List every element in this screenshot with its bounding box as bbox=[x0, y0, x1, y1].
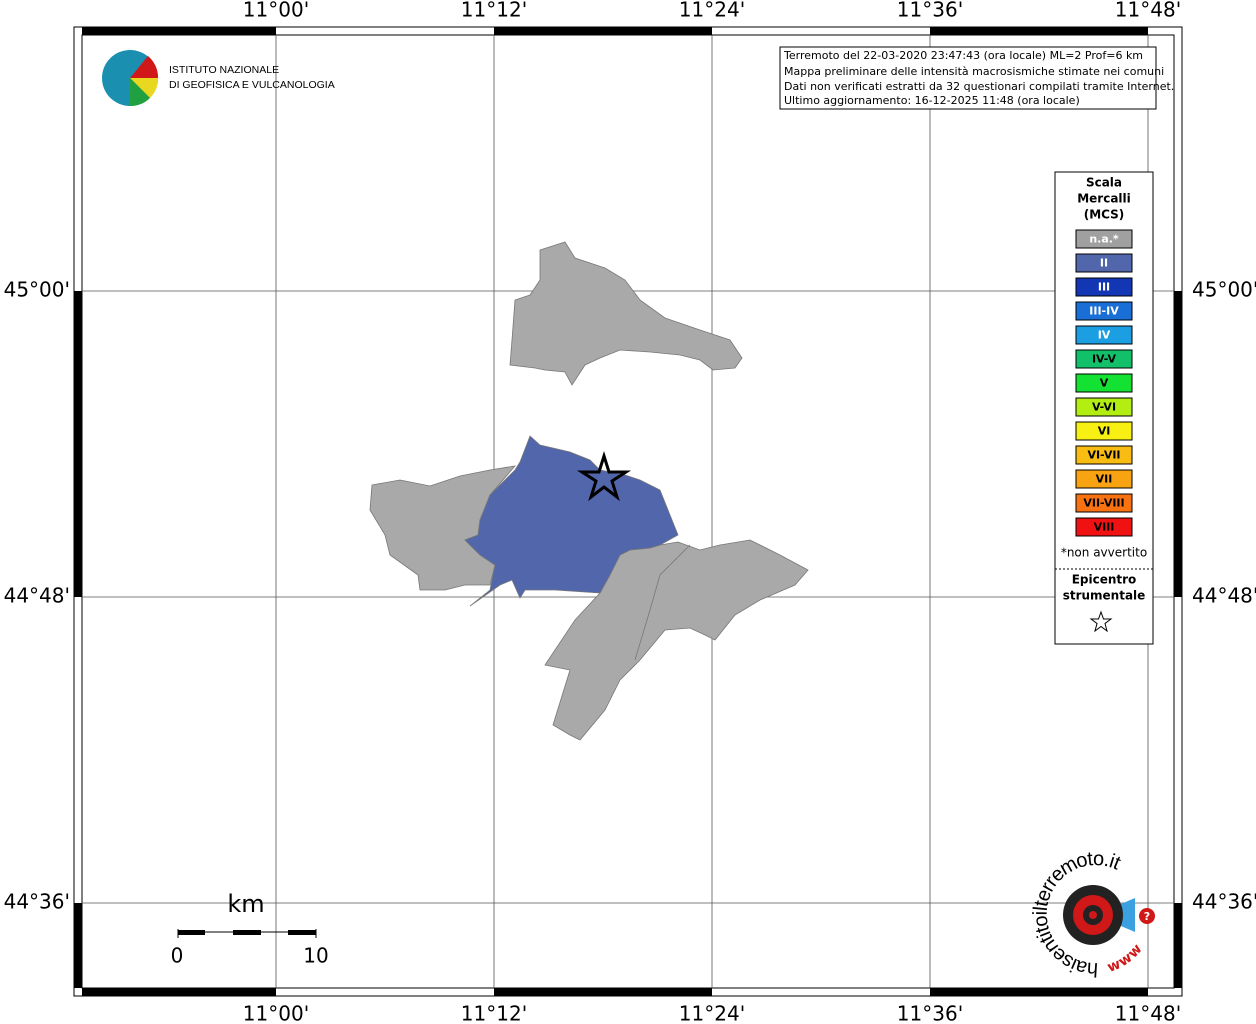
lat-label: 44°36' bbox=[4, 890, 70, 914]
border-band bbox=[82, 27, 276, 35]
scale-label: 0 bbox=[171, 944, 184, 968]
legend-swatch bbox=[1075, 373, 1133, 393]
scale-segment bbox=[178, 930, 205, 935]
lat-label: 44°48' bbox=[4, 584, 70, 608]
legend-title: Mercalli bbox=[1077, 192, 1131, 206]
legend-swatch bbox=[1075, 517, 1133, 537]
border-band bbox=[494, 27, 712, 35]
lon-label: 11°24' bbox=[679, 1002, 745, 1024]
lon-label: 11°00' bbox=[243, 0, 309, 22]
lon-label: 11°36' bbox=[897, 1002, 963, 1024]
border-band bbox=[82, 988, 276, 996]
logo-wedge bbox=[130, 78, 150, 107]
border-band bbox=[74, 903, 82, 988]
legend-swatch bbox=[1075, 445, 1133, 465]
border-band bbox=[1174, 291, 1182, 597]
legend-label: VII-VIII bbox=[1083, 497, 1124, 510]
lon-label: 11°48' bbox=[1115, 0, 1181, 22]
border-band bbox=[930, 988, 1148, 996]
lat-label: 45°00' bbox=[1192, 278, 1256, 302]
logo-text: ISTITUTO NAZIONALE bbox=[169, 64, 279, 76]
legend-star bbox=[1089, 610, 1113, 633]
legend-swatch bbox=[1075, 229, 1133, 249]
lat-label: 44°48' bbox=[1192, 584, 1256, 608]
lon-label: 11°24' bbox=[679, 0, 745, 22]
logo-text: DI GEOFISICA E VULCANOLOGIA bbox=[169, 79, 335, 91]
legend-label: IV-V bbox=[1092, 353, 1117, 366]
ingv-logo: ISTITUTO NAZIONALE DI GEOFISICA E VULCAN… bbox=[102, 50, 335, 107]
municipality-intensity bbox=[464, 435, 679, 607]
legend-label: IV bbox=[1098, 329, 1111, 342]
info-line: Ultimo aggiornamento: 16-12-2025 11:48 (… bbox=[784, 94, 1080, 107]
municipality-border bbox=[634, 544, 691, 661]
border-band bbox=[1174, 903, 1182, 988]
legend-label: VII bbox=[1096, 473, 1113, 486]
scale-label: 10 bbox=[303, 944, 328, 968]
legend-epicenter: Epicentro bbox=[1072, 573, 1137, 587]
scale-bar: km 0 10 bbox=[171, 890, 329, 968]
lon-label: 11°12' bbox=[461, 1002, 527, 1024]
lon-label: 11°00' bbox=[243, 1002, 309, 1024]
legend-label: V-VI bbox=[1092, 401, 1116, 414]
municipality bbox=[509, 241, 743, 386]
info-line: Dati non verificati estratti da 32 quest… bbox=[784, 80, 1174, 93]
border-band bbox=[494, 988, 712, 996]
logo-wedge bbox=[130, 56, 159, 78]
legend-label: VIII bbox=[1094, 521, 1115, 534]
legend-swatch bbox=[1075, 493, 1133, 513]
legend-swatch bbox=[1075, 253, 1133, 273]
legend-label: III-IV bbox=[1089, 305, 1119, 318]
legend-swatch bbox=[1075, 325, 1133, 345]
site-logo-badge-text: ? bbox=[1144, 910, 1150, 923]
lat-label: 45°00' bbox=[4, 278, 70, 302]
info-box-frame bbox=[779, 46, 1157, 110]
lat-label: 44°36' bbox=[1192, 890, 1256, 914]
site-logo-ring bbox=[1089, 911, 1097, 919]
scale-segment bbox=[233, 930, 261, 935]
legend-label: n.a.* bbox=[1089, 233, 1119, 246]
border-band bbox=[74, 291, 82, 597]
logo-wedge bbox=[130, 78, 159, 98]
info-line: Mappa preliminare delle intensità macros… bbox=[784, 65, 1164, 78]
lon-label: 11°36' bbox=[897, 0, 963, 22]
frame bbox=[73, 26, 1183, 997]
legend-label: VI-VII bbox=[1087, 449, 1120, 462]
legend-label: III bbox=[1098, 281, 1110, 294]
legend-swatch bbox=[1075, 301, 1133, 321]
legend-label: VI bbox=[1098, 425, 1111, 438]
legend-swatch bbox=[1075, 349, 1133, 369]
legend-title: Scala bbox=[1086, 176, 1122, 190]
scale-segment bbox=[288, 930, 316, 935]
legend-swatch bbox=[1075, 397, 1133, 417]
lon-label: 11°48' bbox=[1115, 1002, 1181, 1024]
border-band bbox=[930, 27, 1148, 35]
lon-label: 11°12' bbox=[461, 0, 527, 22]
scale-unit: km bbox=[227, 890, 264, 918]
legend: Scala Mercalli (MCS) *non avvertito Epic… bbox=[1054, 171, 1154, 645]
legend-title: (MCS) bbox=[1084, 208, 1125, 222]
epicenter-star bbox=[576, 450, 632, 502]
legend-swatch bbox=[1075, 277, 1133, 297]
legend-swatch bbox=[1075, 469, 1133, 489]
legend-epicenter: strumentale bbox=[1063, 589, 1146, 603]
legend-note: *non avvertito bbox=[1061, 546, 1147, 560]
site-logo-badge bbox=[1139, 908, 1155, 924]
legend-label: II bbox=[1100, 257, 1108, 270]
legend-swatch bbox=[1075, 421, 1133, 441]
info-line: Terremoto del 22-03-2020 23:47:43 (ora l… bbox=[783, 49, 1143, 62]
info-box: Terremoto del 22-03-2020 23:47:43 (ora l… bbox=[779, 46, 1174, 110]
municipalities bbox=[369, 241, 809, 741]
legend-label: V bbox=[1100, 377, 1109, 390]
